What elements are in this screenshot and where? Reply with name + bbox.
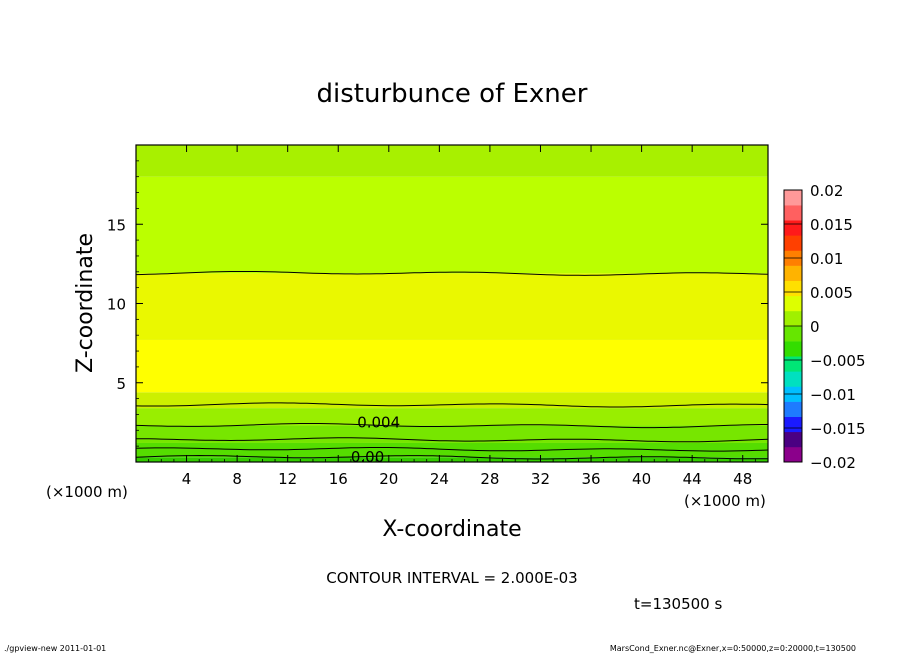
contour-label-1: 0.00 [351,448,384,466]
x-unit-right: (×1000 m) [684,492,766,510]
chart-title: disturbunce of Exner [317,79,588,109]
x-tick-label-4: 20 [379,470,398,488]
y-tick-label-2: 15 [107,216,126,234]
x-tick-label-7: 32 [531,470,550,488]
colorbar-label-8: −0.02 [810,454,856,472]
x-tick-label-10: 44 [683,470,702,488]
contour-band-4 [136,392,768,409]
contour-band-8 [136,145,768,177]
y-tick-label-0: 5 [116,375,126,393]
footer-right: MarsCond_Exner.nc@Exner,x=0:50000,z=0:20… [610,644,856,653]
colorbar-cell-3 [784,401,802,417]
contour-line-2 [136,437,769,443]
colorbar-cell-5 [784,371,802,387]
colorbar-cell-16 [784,205,802,221]
colorbar-label-3: 0.005 [810,284,853,302]
contour-band-1 [136,442,768,458]
time-text: t=130500 s [634,595,722,613]
colorbar-label-2: 0.01 [810,250,843,268]
x-axis-ticks: 4 8 12 16 20 24 28 32 36 40 44 48 [148,145,756,488]
contour-line-0 [135,454,769,460]
colorbar-cell-17 [784,190,802,206]
x-tick-label-5: 24 [430,470,449,488]
y-tick-label-1: 10 [107,296,126,314]
x-tick-label-6: 28 [480,470,499,488]
colorbar-cell-14 [784,235,802,251]
contour-band-6 [136,273,768,340]
x-tick-label-8: 36 [581,470,600,488]
x-tick-label-1: 8 [232,470,242,488]
y-axis-ticks: 5 10 15 [107,160,768,447]
contour-line-5 [135,271,769,276]
colorbar-cell-9 [784,310,802,327]
colorbar-cell-11 [784,280,802,297]
y-axis-label: Z-coordinate [73,233,98,373]
colorbar-label-4: 0 [810,318,820,336]
colorbar-label-7: −0.015 [810,420,866,438]
colorbar-cell-2 [784,416,802,433]
colorbar-label-0: 0.02 [810,182,843,200]
contour-line-3 [135,423,768,429]
x-tick-label-11: 48 [733,470,752,488]
footer-left: ./gpview-new 2011-01-01 [4,644,106,653]
x-tick-label-3: 16 [329,470,348,488]
x-tick-label-2: 12 [278,470,297,488]
colorbar-cell-8 [784,326,802,342]
colorbar-cell-6 [784,356,802,372]
contour-band-7 [136,176,768,274]
plot-area [136,145,768,462]
colorbar-cell-7 [784,341,802,357]
contour-band-5 [136,339,768,393]
colorbar: 0.02 0.015 0.01 0.005 0 −0.005 −0.01 −0.015 −0.0… [783,182,866,472]
contour-label-0: 0.004 [357,413,400,431]
contour-line-4 [135,402,769,408]
colorbar-label-6: −0.01 [810,386,856,404]
colorbar-cell-12 [784,265,802,281]
x-tick-label-0: 4 [182,470,192,488]
contour-interval-text: CONTOUR INTERVAL = 2.000E-03 [326,569,577,587]
x-tick-label-9: 40 [632,470,651,488]
colorbar-label-5: −0.005 [810,352,866,370]
x-unit-left: (×1000 m) [46,483,128,501]
colorbar-cell-0 [784,446,802,463]
contour-band-3 [136,408,768,426]
colorbar-cell-1 [784,431,802,448]
contour-lines [135,271,769,460]
contour-line-1 [135,447,769,452]
x-axis-label: X-coordinate [382,517,521,542]
colorbar-cell-15 [784,220,802,236]
colorbar-label-1: 0.015 [810,216,853,234]
colorbar-cell-10 [784,295,802,312]
